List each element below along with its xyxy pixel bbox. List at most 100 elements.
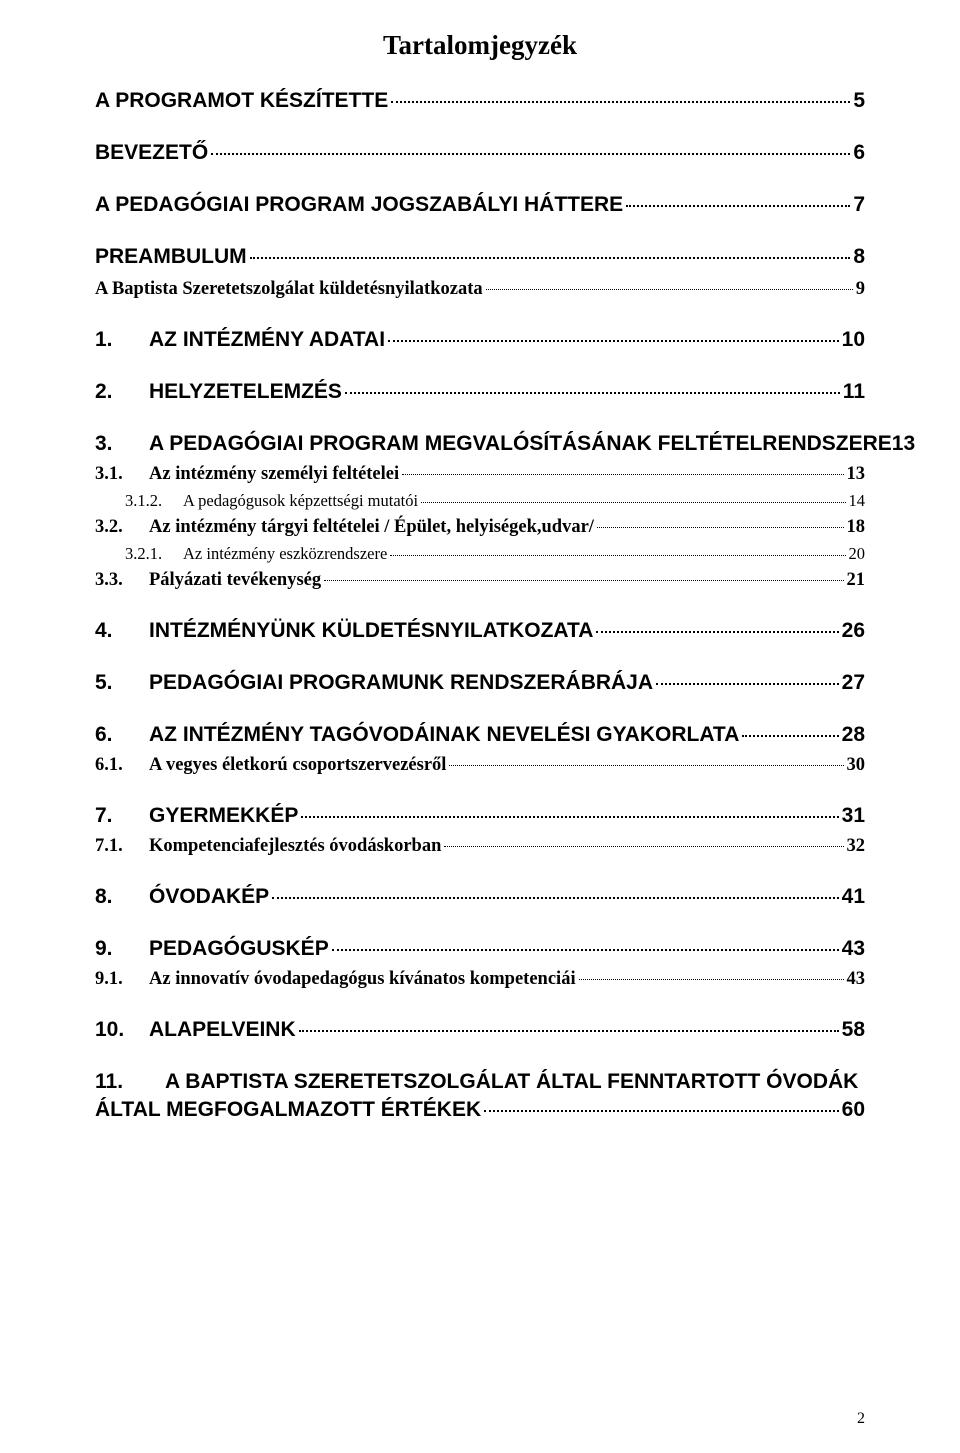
entry-label: Pályázati tevékenység <box>149 570 321 590</box>
entry-label: A BAPTISTA SZERETETSZOLGÁLAT ÁLTAL FENNT… <box>165 1070 858 1093</box>
entry-page: 58 <box>842 1018 865 1042</box>
entry-label: ÓVODAKÉP <box>149 885 269 908</box>
toc-entry: 3.2.Az intézmény tárgyi feltételei / Épü… <box>95 517 865 538</box>
toc-entry: 7.GYERMEKKÉP 31 <box>95 804 865 828</box>
leader-dots <box>597 527 844 528</box>
entry-text: 10.ALAPELVEINK <box>95 1018 296 1042</box>
entry-text: 8.ÓVODAKÉP <box>95 885 269 909</box>
leader-dots <box>626 205 850 207</box>
entry-text: A PEDAGÓGIAI PROGRAM JOGSZABÁLYI HÁTTERE <box>95 193 623 217</box>
entry-page: 28 <box>842 723 865 747</box>
leader-dots <box>421 502 845 503</box>
toc-entry: 3.3.Pályázati tevékenység 21 <box>95 570 865 591</box>
entry-label: PEDAGÓGIAI PROGRAMUNK RENDSZERÁBRÁJA <box>149 671 653 694</box>
toc-entry: PREAMBULUM 8 <box>95 245 865 269</box>
entry-text: 9.PEDAGÓGUSKÉP <box>95 937 329 961</box>
entry-number: 9.1. <box>95 969 149 990</box>
entry-page: 43 <box>842 937 865 961</box>
entry-text: PREAMBULUM <box>95 245 247 269</box>
leader-dots <box>324 580 843 581</box>
leader-dots <box>390 555 845 556</box>
entry-label: GYERMEKKÉP <box>149 804 298 827</box>
entry-text: 6.1.A vegyes életkorú csoportszervezésrő… <box>95 755 446 776</box>
leader-dots <box>250 257 851 259</box>
toc-entry: 9.PEDAGÓGUSKÉP 43 <box>95 937 865 961</box>
entry-page: 43 <box>847 969 866 990</box>
leader-dots <box>345 392 840 394</box>
leader-dots <box>444 846 843 847</box>
entry-number: 7.1. <box>95 836 149 857</box>
leader-dots <box>579 979 844 980</box>
entry-number: 6.1. <box>95 755 149 776</box>
entry-page: 6 <box>853 141 865 165</box>
entry-text: 6.AZ INTÉZMÉNY TAGÓVODÁINAK NEVELÉSI GYA… <box>95 723 739 747</box>
entry-number: 3. <box>95 432 149 456</box>
entry-label: A pedagógusok képzettségi mutatói <box>183 491 418 510</box>
entry-number: 6. <box>95 723 149 747</box>
entry-text: A PROGRAMOT KÉSZÍTETTE <box>95 89 388 113</box>
entry-text: 3.1.Az intézmény személyi feltételei <box>95 464 399 485</box>
toc-entry: 3.1.Az intézmény személyi feltételei 13 <box>95 464 865 485</box>
entry-text: 5.PEDAGÓGIAI PROGRAMUNK RENDSZERÁBRÁJA <box>95 671 653 695</box>
entry-page: 32 <box>847 836 866 857</box>
leader-dots <box>402 474 843 475</box>
entry-number: 3.3. <box>95 570 149 591</box>
toc-entry: 3.A PEDAGÓGIAI PROGRAM MEGVALÓSÍTÁSÁNAK … <box>95 432 865 456</box>
toc-entry: 6.1.A vegyes életkorú csoportszervezésrő… <box>95 755 865 776</box>
entry-number: 3.1. <box>95 464 149 485</box>
leader-dots <box>391 101 850 103</box>
leader-dots <box>449 765 843 766</box>
entry-text: 1.AZ INTÉZMÉNY ADATAI <box>95 328 385 352</box>
entry-number: 11. <box>95 1070 165 1094</box>
entry-text-line1: 11.A BAPTISTA SZERETETSZOLGÁLAT ÁLTAL FE… <box>95 1070 865 1094</box>
entry-page: 7 <box>853 193 865 217</box>
toc-entry: BEVEZETŐ 6 <box>95 141 865 165</box>
entry-number: 3.2. <box>95 517 149 538</box>
entry-page: 21 <box>847 570 866 591</box>
entry-text-line2: ÁLTAL MEGFOGALMAZOTT ÉRTÉKEK <box>95 1098 481 1122</box>
toc-entry: 6.AZ INTÉZMÉNY TAGÓVODÁINAK NEVELÉSI GYA… <box>95 723 865 747</box>
entry-number: 4. <box>95 619 149 643</box>
entry-number: 3.2.1. <box>125 544 183 564</box>
leader-dots <box>656 683 839 685</box>
entry-page: 9 <box>856 279 865 300</box>
entry-page: 18 <box>847 517 866 538</box>
leader-dots <box>299 1030 839 1032</box>
entry-text: 3.2.1.Az intézmény eszközrendszere <box>125 544 387 564</box>
entry-text: 3.A PEDAGÓGIAI PROGRAM MEGVALÓSÍTÁSÁNAK … <box>95 432 915 456</box>
entry-text: 3.1.2.A pedagógusok képzettségi mutatói <box>125 491 418 511</box>
toc-entry: 5.PEDAGÓGIAI PROGRAMUNK RENDSZERÁBRÁJA 2… <box>95 671 865 695</box>
leader-dots <box>388 340 839 342</box>
entry-label: Az innovatív óvodapedagógus kívánatos ko… <box>149 969 576 989</box>
entry-text: BEVEZETŐ <box>95 141 208 165</box>
entry-page: 27 <box>842 671 865 695</box>
entry-text: 7.1.Kompetenciafejlesztés óvodáskorban <box>95 836 441 857</box>
entry-page: 14 <box>849 491 866 511</box>
entry-label: A PEDAGÓGIAI PROGRAM MEGVALÓSÍTÁSÁNAK FE… <box>149 432 915 455</box>
entry-label: HELYZETELEMZÉS <box>149 380 342 403</box>
toc-entry: 11.A BAPTISTA SZERETETSZOLGÁLAT ÁLTAL FE… <box>95 1070 865 1122</box>
toc-entry: A Baptista Szeretetszolgálat küldetésnyi… <box>95 279 865 300</box>
entry-page: 11 <box>843 380 865 404</box>
entry-number: 9. <box>95 937 149 961</box>
entry-page: 20 <box>849 544 866 564</box>
leader-dots <box>742 735 838 737</box>
entry-number: 10. <box>95 1018 149 1042</box>
entry-number: 8. <box>95 885 149 909</box>
entry-label: AZ INTÉZMÉNY ADATAI <box>149 328 385 351</box>
entry-page: 8 <box>853 245 865 269</box>
entry-label: INTÉZMÉNYÜNK KÜLDETÉSNYILATKOZATA <box>149 619 593 642</box>
entry-text: 3.2.Az intézmény tárgyi feltételei / Épü… <box>95 517 594 538</box>
entry-page: 13 <box>847 464 866 485</box>
toc-entry: 1.AZ INTÉZMÉNY ADATAI 10 <box>95 328 865 352</box>
entry-page: 26 <box>842 619 865 643</box>
entry-label: Kompetenciafejlesztés óvodáskorban <box>149 836 441 856</box>
entry-number: 1. <box>95 328 149 352</box>
entry-text: 4.INTÉZMÉNYÜNK KÜLDETÉSNYILATKOZATA <box>95 619 593 643</box>
leader-dots <box>484 1110 839 1112</box>
entry-label: Az intézmény eszközrendszere <box>183 544 387 563</box>
entry-page: 31 <box>842 804 865 828</box>
entry-number: 5. <box>95 671 149 695</box>
entry-text: A Baptista Szeretetszolgálat küldetésnyi… <box>95 279 483 300</box>
entry-text: 7.GYERMEKKÉP <box>95 804 298 828</box>
